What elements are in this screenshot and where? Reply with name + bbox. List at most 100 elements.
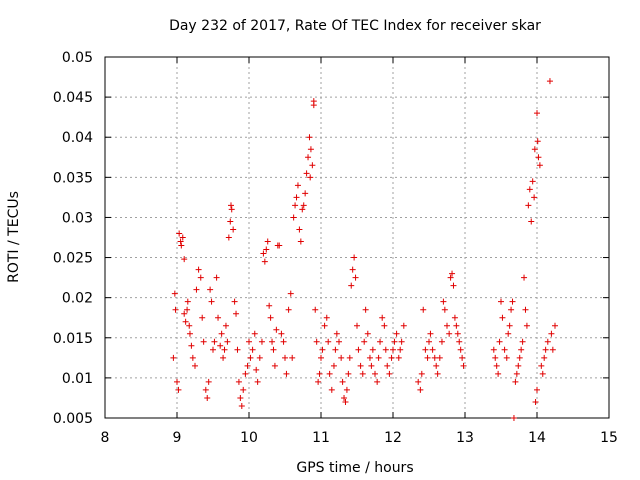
data-point [438, 338, 445, 345]
data-point [342, 398, 349, 405]
data-point [205, 378, 212, 385]
data-point [207, 286, 214, 293]
data-point [459, 354, 466, 361]
data-point [388, 354, 395, 361]
data-point [238, 402, 245, 409]
data-point [302, 190, 309, 197]
x-tick-label: 9 [173, 430, 182, 446]
data-point [420, 306, 427, 313]
x-tick-label: 15 [600, 430, 618, 446]
data-point [296, 226, 303, 233]
data-point [184, 298, 191, 305]
y-tick-label: 0.05 [62, 50, 93, 66]
data-point [429, 346, 436, 353]
data-point [503, 354, 510, 361]
data-point [204, 394, 211, 401]
data-point [197, 274, 204, 281]
data-point [249, 346, 256, 353]
data-point [273, 326, 280, 333]
data-point [177, 238, 184, 245]
data-point [382, 346, 389, 353]
data-point [515, 362, 522, 369]
data-point [531, 146, 538, 153]
data-point [184, 306, 191, 313]
data-point [282, 354, 288, 361]
data-point [529, 178, 536, 185]
data-point [271, 362, 278, 369]
data-point [366, 354, 373, 361]
data-point [227, 218, 234, 225]
data-point [508, 306, 515, 313]
data-point [258, 338, 265, 345]
data-point [364, 330, 371, 337]
data-point [224, 338, 231, 345]
data-point [181, 256, 188, 263]
data-point [535, 154, 542, 161]
data-point [512, 378, 519, 385]
data-points [170, 78, 558, 421]
data-point [200, 338, 207, 345]
data-point [263, 246, 270, 253]
data-point [400, 322, 407, 329]
data-point [230, 226, 237, 233]
data-point [453, 322, 460, 329]
data-point [368, 362, 375, 369]
data-point [531, 194, 538, 201]
data-point [278, 330, 285, 337]
data-point [176, 230, 183, 237]
data-point [181, 310, 188, 317]
data-point [264, 238, 271, 245]
data-point [213, 274, 220, 281]
data-point [341, 394, 348, 401]
data-point [234, 346, 241, 353]
data-point [422, 346, 429, 353]
data-point [434, 370, 441, 377]
y-tick-label: 0.04 [62, 130, 93, 146]
data-point [393, 330, 400, 337]
data-point [254, 378, 261, 385]
data-point [221, 346, 228, 353]
data-point [534, 138, 541, 145]
data-point [375, 354, 382, 361]
data-point [261, 258, 268, 265]
data-point [178, 242, 185, 249]
data-point [307, 174, 314, 181]
data-point [215, 314, 222, 321]
data-point [316, 370, 323, 377]
data-point [280, 338, 287, 345]
y-axis-label: ROTI / TECUs [6, 191, 22, 283]
data-point [454, 330, 461, 337]
data-point [319, 346, 326, 353]
data-point [348, 282, 355, 289]
data-point [228, 206, 235, 213]
chart-title: Day 232 of 2017, Rate Of TEC Index for r… [169, 18, 541, 34]
data-point [521, 274, 528, 281]
data-point [444, 322, 450, 329]
grid [105, 57, 609, 418]
data-point [518, 346, 525, 353]
data-point [457, 346, 464, 353]
data-point [359, 370, 366, 377]
data-point [526, 186, 533, 193]
data-point [361, 338, 368, 345]
data-point [355, 346, 362, 353]
data-point [299, 206, 306, 213]
data-point [440, 298, 447, 305]
data-point [499, 314, 506, 321]
data-point [501, 346, 508, 353]
data-point [171, 290, 178, 297]
data-point [523, 322, 530, 329]
data-point [369, 346, 376, 353]
data-point [289, 354, 296, 361]
data-point [519, 338, 526, 345]
data-point [199, 314, 206, 321]
data-point [310, 102, 317, 109]
y-tick-label: 0.025 [53, 251, 93, 267]
data-point [336, 338, 342, 345]
data-point [240, 386, 247, 393]
data-point [202, 386, 209, 393]
data-point [309, 162, 316, 169]
data-point [541, 354, 548, 361]
data-point [536, 162, 543, 169]
data-point [460, 362, 467, 369]
